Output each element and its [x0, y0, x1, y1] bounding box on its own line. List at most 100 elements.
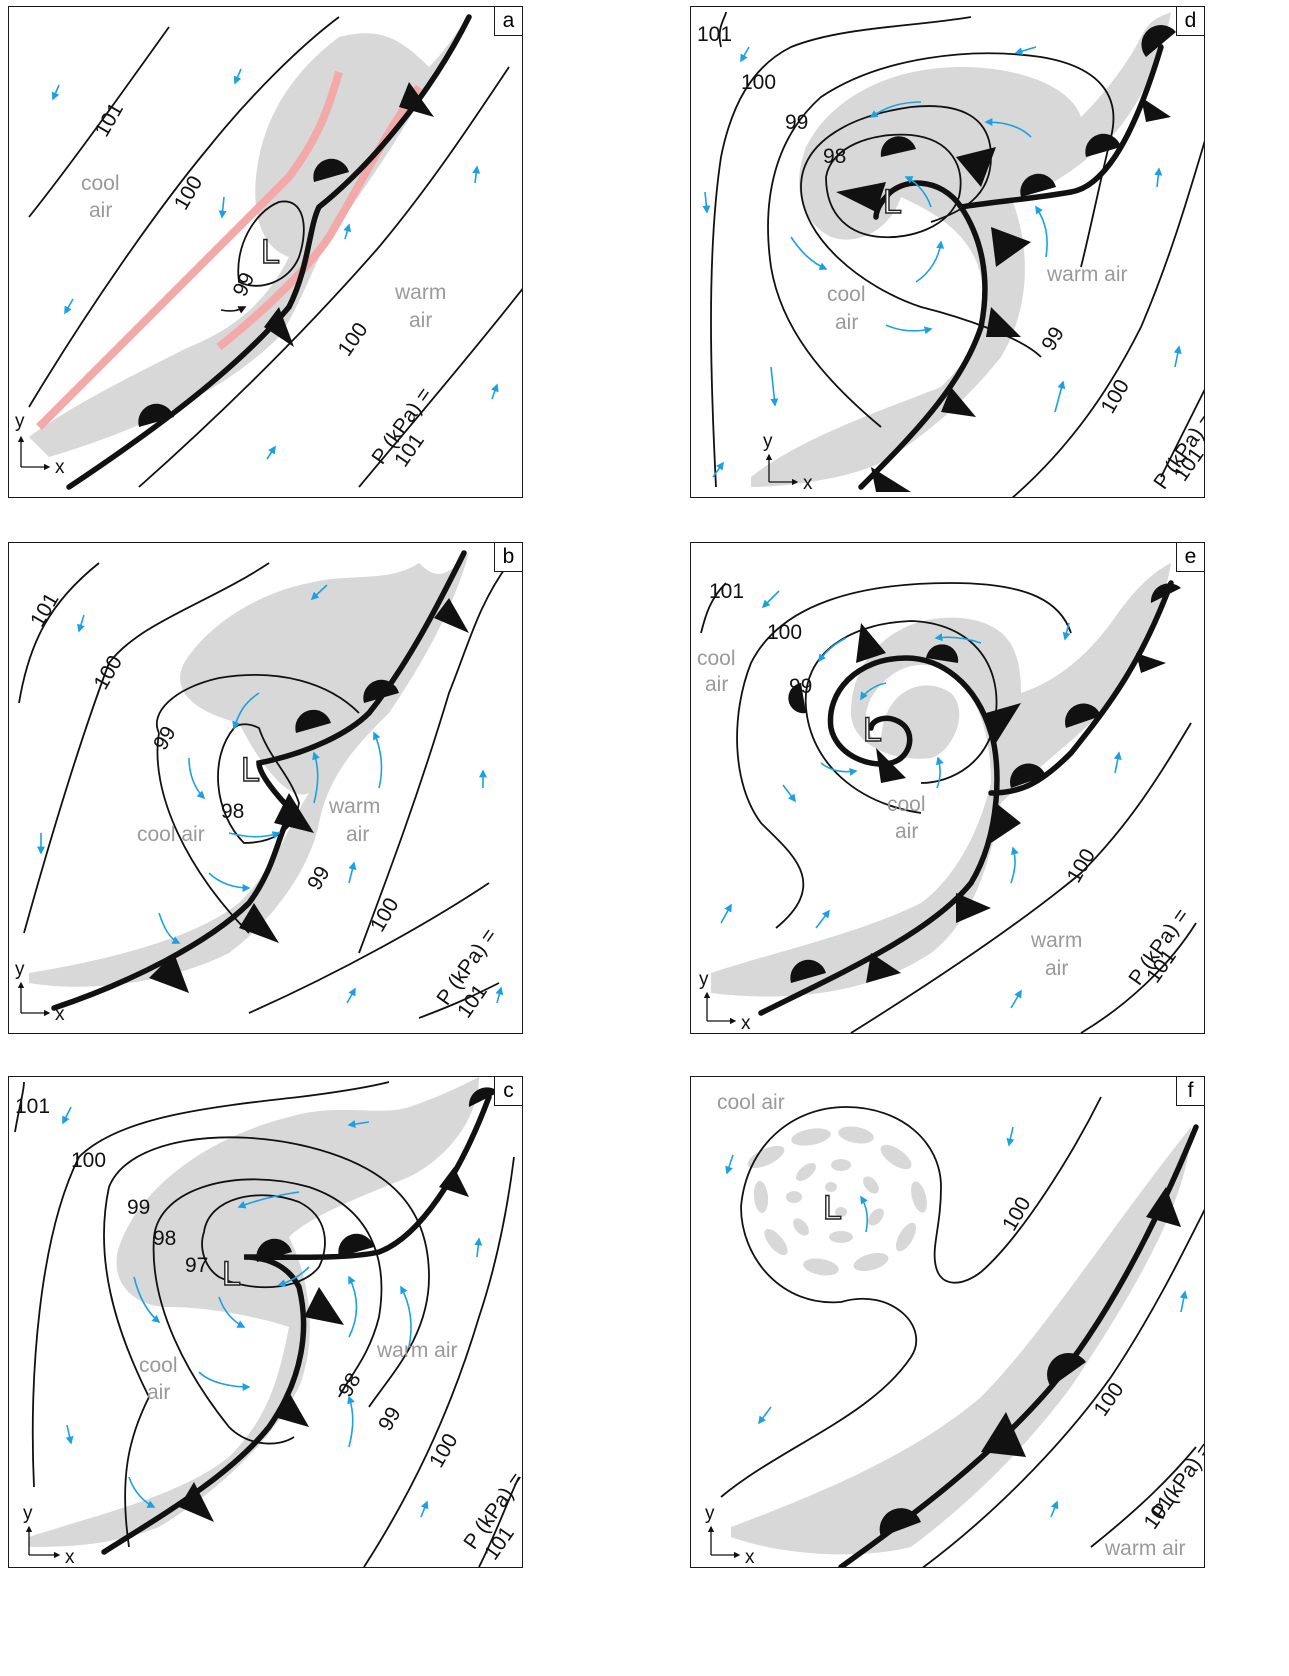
warm-front-symbol [879, 1508, 921, 1537]
wind-arrow [1010, 846, 1019, 884]
isobar-100 [31, 1081, 390, 1488]
cold-front-symbol [1136, 653, 1166, 673]
wind-arrow [128, 1476, 156, 1508]
wind-arrow [310, 584, 328, 601]
isobar-101 [700, 582, 727, 634]
isobar-label: 99 [374, 1403, 406, 1435]
cold-front-symbol [956, 147, 996, 187]
wind-arrow [915, 240, 945, 283]
warm-front-symbol [363, 679, 399, 703]
air-label: cool [81, 172, 120, 195]
isobar-101-east [478, 1476, 520, 1567]
warm-front-symbol [1150, 583, 1181, 603]
low-pressure-center: L [823, 1189, 842, 1227]
cloud-shading [29, 1077, 479, 1547]
isobar-label: 100 [767, 621, 802, 644]
panel-b-diagram: L 101 100 99 98 99 100 P (kPa) = 101 coo… [15, 550, 510, 1025]
wind-arrow [65, 1424, 74, 1445]
wind-arrow [725, 1154, 734, 1175]
low-pressure-center: L [883, 183, 902, 221]
cold-front-symbol [149, 953, 189, 993]
panel-d: L 101 100 99 98 99 100 P (kPa) = 101 coo… [690, 6, 1205, 498]
isobar-label: 98 [823, 145, 846, 168]
cold-front-symbol [439, 1167, 469, 1197]
isobar-101-east [248, 882, 500, 1019]
wind-arrow [1006, 1126, 1015, 1147]
warm-front-symbol [338, 1233, 374, 1257]
wind-arrow [495, 986, 504, 1004]
cold-front-symbol [991, 803, 1021, 843]
wind-arrow [740, 46, 750, 63]
y-axis-label: y [699, 969, 709, 990]
wind-arrow [1113, 751, 1122, 774]
isobar-label: 100 [1097, 376, 1134, 418]
isobar-label: 100 [71, 1149, 106, 1172]
panel-a-diagram: L 101 100 99 100 P (kPa) = 101 cool air … [15, 14, 522, 490]
wind-arrow [400, 1285, 412, 1348]
wind-arrow [64, 298, 74, 315]
cold-front-symbol [986, 703, 1021, 743]
wind-arrow [373, 731, 383, 789]
isobar-label: 100 [1063, 845, 1100, 887]
x-axis-label: x [803, 473, 813, 494]
y-axis-label: y [15, 411, 25, 432]
wind-arrow [77, 614, 85, 633]
wind-arrow [346, 987, 356, 1004]
x-axis-label: x [741, 1013, 751, 1034]
isobar-100-east [850, 722, 1192, 1033]
wind-arrow [782, 784, 796, 803]
air-label: warm [328, 795, 380, 818]
isobar-label: 99 [789, 675, 812, 698]
isobar-100-east [358, 562, 510, 954]
panel-f: L 100 100 P (kPa) = 101 cool air warm ai… [690, 1076, 1205, 1568]
panel-d-diagram: L 101 100 99 98 99 100 P (kPa) = 101 coo… [697, 11, 1204, 497]
cold-front-symbol [986, 307, 1021, 337]
wind-arrow [818, 637, 847, 663]
wind-arrow [348, 1275, 358, 1338]
wind-arrow [758, 1406, 772, 1425]
cold-front-symbol [941, 387, 976, 417]
cloud-shading [29, 17, 469, 457]
isobar-label: 99 [229, 269, 260, 300]
air-label: cool [697, 647, 736, 670]
panel-letter-e: e [1175, 543, 1204, 572]
warm-front-symbol [138, 403, 174, 427]
cold-front-symbol [991, 227, 1031, 267]
wind-arrow [1035, 205, 1048, 258]
cold-front-symbol [956, 893, 991, 923]
cold-front-symbol [871, 467, 911, 492]
isobar-101 [18, 562, 100, 704]
panel-letter-a: a [493, 7, 522, 36]
isobar-97 [201, 1194, 326, 1289]
isobar-100-east [922, 1208, 1204, 1567]
panel-letter-c: c [493, 1077, 522, 1106]
low-pressure-center: L [261, 233, 280, 271]
wind-arrow [233, 68, 242, 85]
wind-arrow [820, 762, 858, 776]
jet-stream-band [216, 84, 423, 351]
wind-arrow [860, 1195, 868, 1233]
isobar-label: 100 [170, 172, 207, 214]
cold-front-symbol [876, 748, 906, 783]
cloud-shading [751, 12, 1171, 487]
low-pressure-center: L [241, 751, 260, 789]
air-label: cool air [137, 823, 205, 846]
wind-arrow [869, 101, 922, 118]
isobar-100-loop [720, 1096, 1102, 1498]
wind-arrow [158, 912, 181, 944]
panel-letter-f: f [1175, 1077, 1204, 1106]
isobar-label: 101 [26, 589, 63, 631]
isobar-100-east [138, 66, 510, 488]
wind-arrow [474, 1237, 483, 1258]
occluded-front [858, 44, 1164, 490]
cold-front-symbol [264, 307, 294, 347]
warm-front-symbol [788, 683, 806, 714]
isobar-label: 99 [127, 1196, 150, 1219]
cold-front-symbol [399, 82, 434, 117]
isobar-label: 100 [1090, 1379, 1129, 1421]
air-label: warm [1030, 929, 1082, 952]
wind-arrow [1054, 380, 1066, 413]
isobar-101-east [1080, 922, 1197, 1033]
wind-arrow [936, 756, 944, 789]
isobar-label: 100 [425, 1430, 462, 1472]
